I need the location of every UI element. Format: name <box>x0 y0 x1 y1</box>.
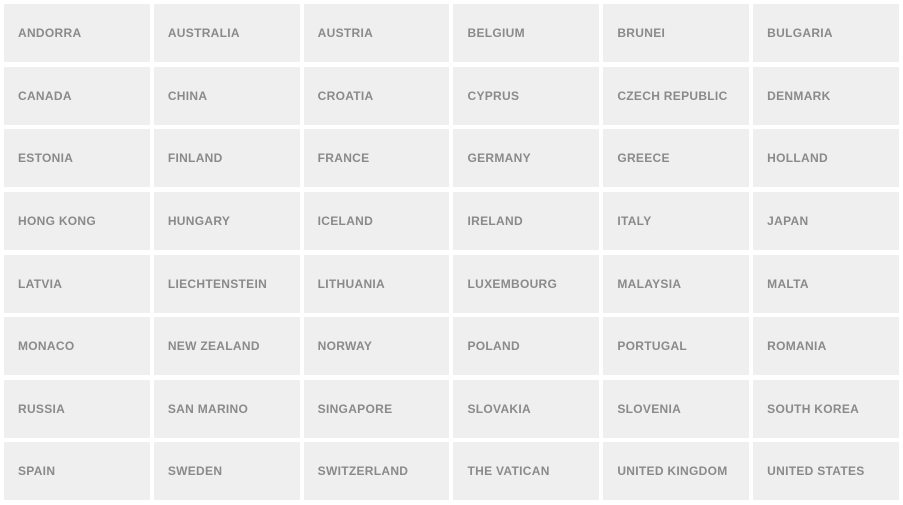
country-label: SOUTH KOREA <box>767 402 859 416</box>
country-cell[interactable]: POLAND <box>453 317 599 375</box>
country-label: FINLAND <box>168 151 223 165</box>
country-label: HUNGARY <box>168 214 230 228</box>
country-label: SINGAPORE <box>318 402 393 416</box>
country-label: MALAYSIA <box>617 277 681 291</box>
country-cell[interactable]: SWEDEN <box>154 442 300 500</box>
country-label: LITHUANIA <box>318 277 385 291</box>
country-label: CYPRUS <box>467 89 519 103</box>
country-cell[interactable]: SLOVAKIA <box>453 380 599 438</box>
country-cell[interactable]: AUSTRIA <box>304 4 450 62</box>
country-label: POLAND <box>467 339 519 353</box>
country-label: UNITED KINGDOM <box>617 464 727 478</box>
country-cell[interactable]: ICELAND <box>304 192 450 250</box>
country-cell[interactable]: HONG KONG <box>4 192 150 250</box>
country-label: THE VATICAN <box>467 464 549 478</box>
country-label: LATVIA <box>18 277 62 291</box>
country-cell[interactable]: HUNGARY <box>154 192 300 250</box>
country-cell[interactable]: NORWAY <box>304 317 450 375</box>
country-label: JAPAN <box>767 214 808 228</box>
country-label: SLOVAKIA <box>467 402 531 416</box>
country-label: SWEDEN <box>168 464 222 478</box>
country-label: AUSTRIA <box>318 26 373 40</box>
country-cell[interactable]: SAN MARINO <box>154 380 300 438</box>
country-label: CZECH REPUBLIC <box>617 89 727 103</box>
country-cell[interactable]: SINGAPORE <box>304 380 450 438</box>
country-label: SPAIN <box>18 464 55 478</box>
country-label: SAN MARINO <box>168 402 248 416</box>
country-cell[interactable]: MONACO <box>4 317 150 375</box>
country-label: LUXEMBOURG <box>467 277 557 291</box>
country-label: GERMANY <box>467 151 530 165</box>
country-label: SWITZERLAND <box>318 464 409 478</box>
country-cell[interactable]: IRELAND <box>453 192 599 250</box>
country-cell[interactable]: BELGIUM <box>453 4 599 62</box>
country-cell[interactable]: DENMARK <box>753 67 899 125</box>
country-cell[interactable]: ROMANIA <box>753 317 899 375</box>
country-label: BULGARIA <box>767 26 833 40</box>
country-label: RUSSIA <box>18 402 65 416</box>
country-cell[interactable]: SWITZERLAND <box>304 442 450 500</box>
country-cell[interactable]: FINLAND <box>154 129 300 187</box>
country-label: CHINA <box>168 89 208 103</box>
country-label: IRELAND <box>467 214 522 228</box>
country-label: BELGIUM <box>467 26 524 40</box>
country-label: GREECE <box>617 151 669 165</box>
country-cell[interactable]: SPAIN <box>4 442 150 500</box>
country-label: ANDORRA <box>18 26 81 40</box>
country-cell[interactable]: FRANCE <box>304 129 450 187</box>
country-cell[interactable]: ITALY <box>603 192 749 250</box>
country-cell[interactable]: CZECH REPUBLIC <box>603 67 749 125</box>
country-label: ROMANIA <box>767 339 826 353</box>
country-cell[interactable]: CROATIA <box>304 67 450 125</box>
country-label: SLOVENIA <box>617 402 681 416</box>
country-cell[interactable]: PORTUGAL <box>603 317 749 375</box>
country-cell[interactable]: LIECHTENSTEIN <box>154 255 300 313</box>
country-cell[interactable]: THE VATICAN <box>453 442 599 500</box>
country-grid: ANDORRA AUSTRALIA AUSTRIA BELGIUM BRUNEI… <box>0 0 903 505</box>
country-cell[interactable]: GERMANY <box>453 129 599 187</box>
country-label: UNITED STATES <box>767 464 864 478</box>
country-label: CANADA <box>18 89 72 103</box>
country-cell[interactable]: CYPRUS <box>453 67 599 125</box>
country-label: DENMARK <box>767 89 830 103</box>
country-label: MONACO <box>18 339 74 353</box>
country-cell[interactable]: HOLLAND <box>753 129 899 187</box>
country-cell[interactable]: BRUNEI <box>603 4 749 62</box>
country-cell[interactable]: CHINA <box>154 67 300 125</box>
country-cell[interactable]: SOUTH KOREA <box>753 380 899 438</box>
country-cell[interactable]: NEW ZEALAND <box>154 317 300 375</box>
country-label: MALTA <box>767 277 809 291</box>
country-cell[interactable]: LITHUANIA <box>304 255 450 313</box>
country-label: NEW ZEALAND <box>168 339 260 353</box>
country-cell[interactable]: MALAYSIA <box>603 255 749 313</box>
country-cell[interactable]: CANADA <box>4 67 150 125</box>
country-cell[interactable]: LUXEMBOURG <box>453 255 599 313</box>
country-cell[interactable]: UNITED STATES <box>753 442 899 500</box>
country-label: ITALY <box>617 214 651 228</box>
country-cell[interactable]: ANDORRA <box>4 4 150 62</box>
country-cell[interactable]: GREECE <box>603 129 749 187</box>
country-label: FRANCE <box>318 151 370 165</box>
country-cell[interactable]: ESTONIA <box>4 129 150 187</box>
country-cell[interactable]: BULGARIA <box>753 4 899 62</box>
country-label: ICELAND <box>318 214 373 228</box>
country-label: BRUNEI <box>617 26 665 40</box>
country-cell[interactable]: UNITED KINGDOM <box>603 442 749 500</box>
country-label: HONG KONG <box>18 214 96 228</box>
country-cell[interactable]: JAPAN <box>753 192 899 250</box>
country-cell[interactable]: AUSTRALIA <box>154 4 300 62</box>
country-label: NORWAY <box>318 339 372 353</box>
country-label: AUSTRALIA <box>168 26 240 40</box>
country-label: LIECHTENSTEIN <box>168 277 267 291</box>
country-label: PORTUGAL <box>617 339 687 353</box>
country-cell[interactable]: SLOVENIA <box>603 380 749 438</box>
country-label: CROATIA <box>318 89 374 103</box>
country-label: HOLLAND <box>767 151 828 165</box>
country-cell[interactable]: MALTA <box>753 255 899 313</box>
country-cell[interactable]: RUSSIA <box>4 380 150 438</box>
country-label: ESTONIA <box>18 151 73 165</box>
country-cell[interactable]: LATVIA <box>4 255 150 313</box>
